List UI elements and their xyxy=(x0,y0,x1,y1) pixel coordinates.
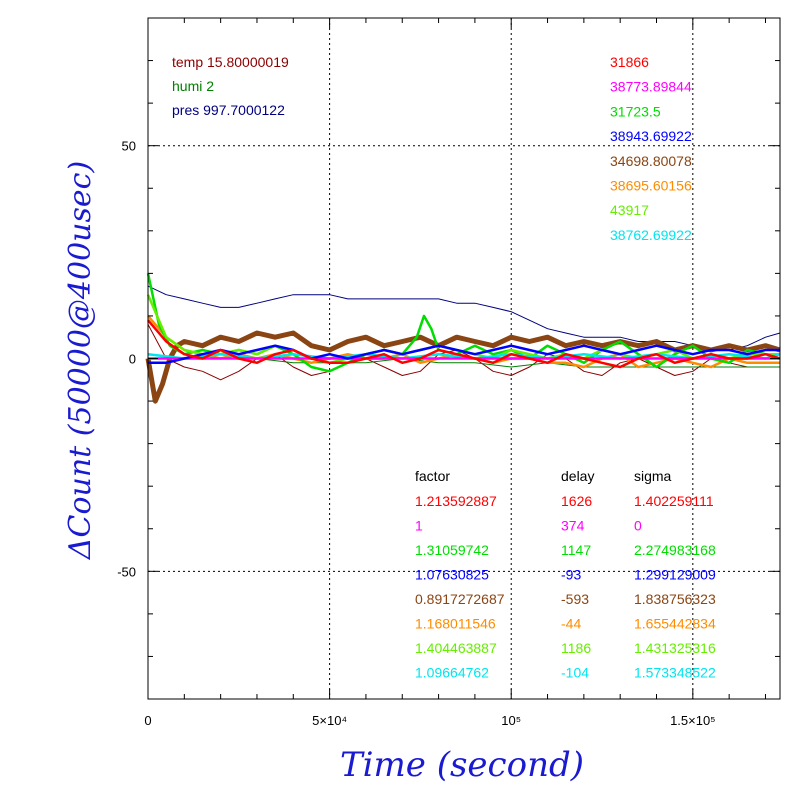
table-factor: 1 xyxy=(415,518,423,534)
table-factor: 1.168011546 xyxy=(415,616,496,632)
y-tick-label: -50 xyxy=(117,564,136,579)
table-sigma: 1.573348522 xyxy=(634,665,716,681)
table-sigma: 1.838756323 xyxy=(634,591,716,607)
y-tick-label: 50 xyxy=(122,139,136,154)
table-factor: 1.31059742 xyxy=(415,542,489,558)
series-line-1 xyxy=(147,324,780,381)
x-tick-label: 10⁵ xyxy=(501,713,521,728)
env-label: pres 997.7000122 xyxy=(172,102,285,118)
x-tick-label: 1.5×10⁵ xyxy=(670,713,716,728)
table-delay: 1186 xyxy=(561,640,591,656)
table-header: factor xyxy=(415,468,450,484)
tick-labels: 0 5×10⁴ 10⁵ 1.5×10⁵ 50 0 -50 xyxy=(117,139,715,728)
table-delay: -104 xyxy=(561,665,589,681)
table-factor: 1.213592887 xyxy=(415,493,497,509)
table-sigma: 1.431325316 xyxy=(634,640,716,656)
table-factor: 1.07630825 xyxy=(415,567,489,583)
table-sigma: 0 xyxy=(634,518,642,534)
mean-value-label: 38773.89844 xyxy=(610,79,692,95)
table-factor: 1.09664762 xyxy=(415,665,489,681)
y-axis-title: ΔCount (50000@400usec) xyxy=(63,161,98,560)
table-header: sigma xyxy=(634,468,672,484)
series-line-0 xyxy=(147,285,781,351)
env-label: temp 15.80000019 xyxy=(172,54,289,70)
table-sigma: 1.655442834 xyxy=(634,616,716,632)
table-factor: 1.404463887 xyxy=(415,640,497,656)
table-sigma: 1.299129009 xyxy=(634,567,716,583)
table-factor: 0.8917272687 xyxy=(415,591,505,607)
mean-value-label: 38762.69922 xyxy=(610,227,692,243)
x-axis-title: Time (second) xyxy=(340,745,584,785)
y-tick-label: 0 xyxy=(129,352,136,367)
tick-marks xyxy=(148,18,780,699)
series-line-10 xyxy=(147,319,781,369)
table-delay: -44 xyxy=(561,616,581,632)
mean-value-label: 43917 xyxy=(610,202,649,218)
annotations: temp 15.80000019 humi 2 pres 997.7000122 31… xyxy=(172,54,716,681)
mean-value-label: 34698.80078 xyxy=(610,153,692,169)
data-series xyxy=(145,273,781,404)
table-delay: -593 xyxy=(561,591,589,607)
x-tick-label: 0 xyxy=(144,713,151,728)
table-delay: -93 xyxy=(561,567,581,583)
mean-value-label: 31723.5 xyxy=(610,103,661,119)
table-sigma: 1.402259111 xyxy=(634,493,714,509)
mean-value-label: 38695.60156 xyxy=(610,178,692,194)
table-header: delay xyxy=(561,468,594,484)
table-sigma: 2.274983168 xyxy=(634,542,716,558)
table-delay: 1147 xyxy=(561,542,591,558)
x-tick-label: 5×10⁴ xyxy=(312,713,347,728)
mean-value-label: 31866 xyxy=(610,54,649,70)
series-line-9 xyxy=(148,344,780,365)
mean-value-label: 38943.69922 xyxy=(610,128,692,144)
table-delay: 374 xyxy=(561,518,585,534)
table-delay: 1626 xyxy=(561,493,592,509)
env-label: humi 2 xyxy=(172,78,214,94)
